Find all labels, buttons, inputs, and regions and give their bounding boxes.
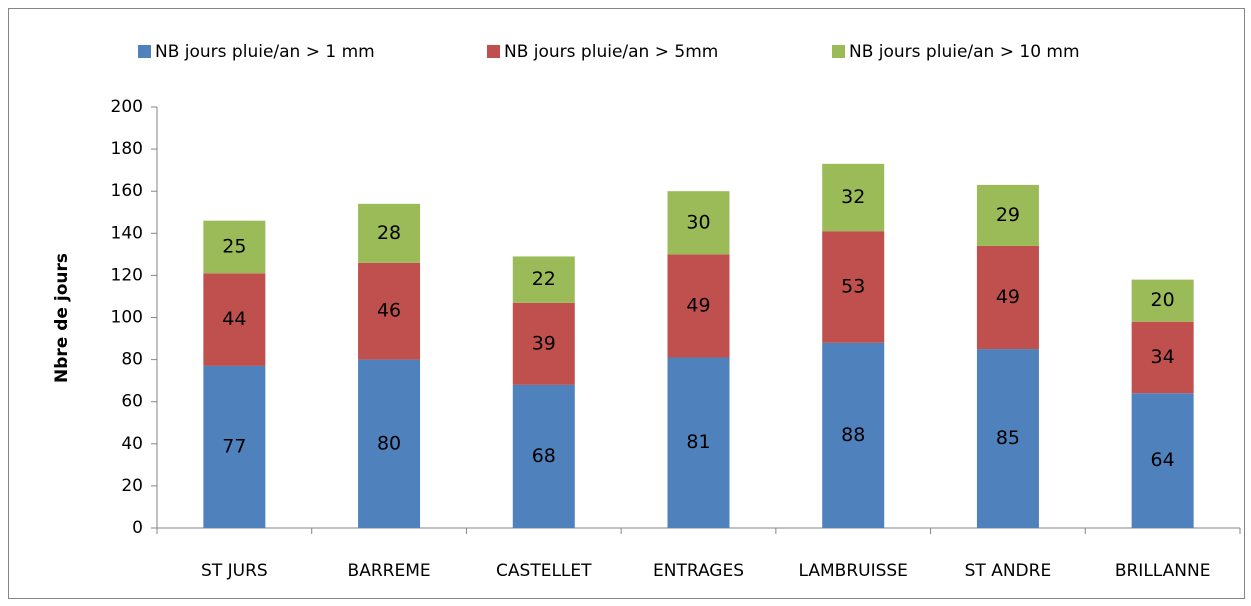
data-label: 77 (222, 435, 246, 457)
bar-segment (512, 302, 575, 385)
data-label: 49 (996, 286, 1020, 308)
data-label: 44 (222, 308, 246, 330)
bar-segment (512, 384, 575, 528)
x-tick-label: CASTELLET (496, 561, 592, 581)
legend-swatch (487, 45, 500, 58)
y-tick-label: 140 (111, 223, 143, 243)
data-label: 53 (841, 275, 865, 297)
bar-segment (667, 191, 730, 255)
bar-segment (822, 231, 885, 343)
bar-segment (822, 163, 885, 232)
bar-segment (667, 357, 730, 528)
data-label: 20 (1151, 289, 1175, 311)
bar-segment (203, 365, 266, 528)
data-label: 39 (532, 332, 556, 354)
legend-label: NB jours pluie/an > 5mm (504, 42, 718, 62)
y-tick-label: 40 (121, 434, 143, 454)
bar-segment (1131, 279, 1194, 322)
y-tick-label: 160 (111, 181, 143, 201)
y-tick-label: 80 (121, 350, 143, 370)
bar-segment (1131, 393, 1194, 528)
x-tick-label: ST ANDRE (965, 561, 1052, 581)
y-tick-label: 60 (121, 392, 143, 412)
data-label: 22 (532, 268, 556, 290)
y-axis-label: Nbre de jours (52, 253, 72, 383)
data-label: 29 (996, 204, 1020, 226)
x-tick-label: BARREME (348, 561, 431, 581)
bar-segment (976, 184, 1039, 246)
y-tick-label: 20 (121, 476, 143, 496)
data-label: 30 (686, 211, 710, 233)
bar-segment (667, 254, 730, 358)
data-label: 32 (841, 186, 865, 208)
data-label: 49 (686, 294, 710, 316)
legend-swatch (138, 45, 151, 58)
legend-swatch (832, 45, 845, 58)
bar-segment (976, 349, 1039, 528)
legend-label: NB jours pluie/an > 1 mm (155, 42, 375, 62)
bar-segment (1131, 321, 1194, 394)
y-tick-label: 180 (111, 139, 143, 159)
bar-segment (358, 203, 421, 263)
bar-segment (203, 220, 266, 274)
data-label: 68 (532, 445, 556, 467)
y-tick-label: 100 (111, 308, 143, 328)
y-tick-label: 120 (111, 265, 143, 285)
data-label: 25 (222, 235, 246, 257)
legend-label: NB jours pluie/an > 10 mm (849, 42, 1080, 62)
data-label: 46 (377, 300, 401, 322)
x-tick-label: BRILLANNE (1115, 561, 1211, 581)
data-label: 28 (377, 222, 401, 244)
x-tick-label: ST JURS (201, 561, 268, 581)
bar-segment (976, 245, 1039, 350)
data-label: 85 (996, 427, 1020, 449)
bar-segment (822, 342, 885, 528)
bar-segment (512, 256, 575, 303)
chart-border (8, 8, 1245, 599)
y-tick-label: 0 (132, 518, 143, 538)
data-label: 80 (377, 432, 401, 454)
data-label: 88 (841, 424, 865, 446)
data-label: 81 (686, 431, 710, 453)
bar-segment (203, 273, 266, 366)
x-tick-label: LAMBRUISSE (799, 561, 908, 581)
y-tick-label: 200 (111, 97, 143, 117)
x-tick-label: ENTRAGES (653, 561, 744, 581)
data-label: 34 (1151, 346, 1175, 368)
data-label: 64 (1151, 449, 1175, 471)
bar-segment (358, 359, 421, 528)
bar-segment (358, 262, 421, 360)
